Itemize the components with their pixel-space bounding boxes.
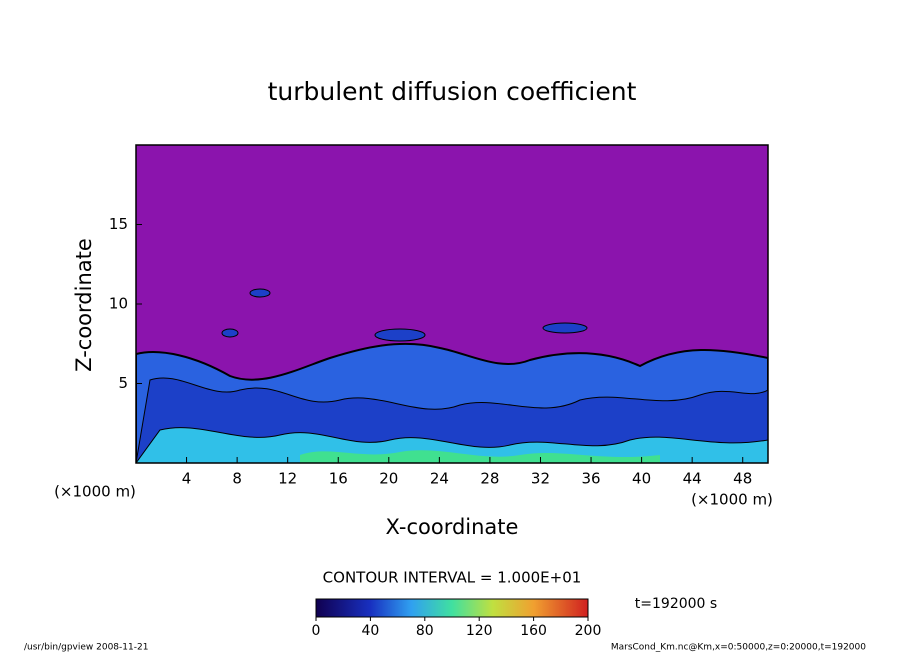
time-label: t=192000 s bbox=[635, 596, 717, 612]
x-unit: (×1000 m) bbox=[691, 491, 773, 509]
x-tick-label: 4 bbox=[182, 470, 192, 488]
colorbar-tick-label: 0 bbox=[312, 623, 321, 639]
field bbox=[136, 145, 768, 463]
y-tick-label: 5 bbox=[118, 374, 128, 392]
colorbar-tick-label: 80 bbox=[416, 623, 434, 639]
x-axis-label: X-coordinate bbox=[386, 515, 519, 539]
x-tick-label: 20 bbox=[379, 470, 398, 488]
colorbar-tick-label: 200 bbox=[575, 623, 602, 639]
x-tick-label: 16 bbox=[329, 470, 348, 488]
contour-interval: CONTOUR INTERVAL = 1.000E+01 bbox=[323, 569, 582, 587]
footer-left: /usr/bin/gpview 2008-11-21 bbox=[24, 643, 148, 653]
x-tick-label: 44 bbox=[683, 470, 702, 488]
x-tick-label: 24 bbox=[430, 470, 449, 488]
x-tick-label: 12 bbox=[278, 470, 297, 488]
x-tick-label: 40 bbox=[632, 470, 651, 488]
chart-title: turbulent diffusion coefficient bbox=[268, 77, 637, 106]
x-tick-label: 36 bbox=[581, 470, 600, 488]
y-tick-label: 10 bbox=[109, 295, 128, 313]
colorbar-tick-label: 120 bbox=[466, 623, 493, 639]
x-tick-label: 8 bbox=[232, 470, 242, 488]
colorbar-tick-label: 40 bbox=[361, 623, 379, 639]
x-tick-label: 28 bbox=[480, 470, 499, 488]
footer-right: MarsCond_Km.nc@Km,x=0:50000,z=0:20000,t=… bbox=[611, 643, 866, 653]
x-tick-label: 48 bbox=[733, 470, 752, 488]
colorbar bbox=[315, 598, 589, 618]
y-tick-label: 15 bbox=[109, 215, 128, 233]
x-tick-label: 32 bbox=[531, 470, 550, 488]
y-axis-label: Z-coordinate bbox=[72, 238, 96, 372]
colorbar-tick-label: 160 bbox=[520, 623, 547, 639]
x-unit: (×1000 m) bbox=[54, 483, 136, 501]
